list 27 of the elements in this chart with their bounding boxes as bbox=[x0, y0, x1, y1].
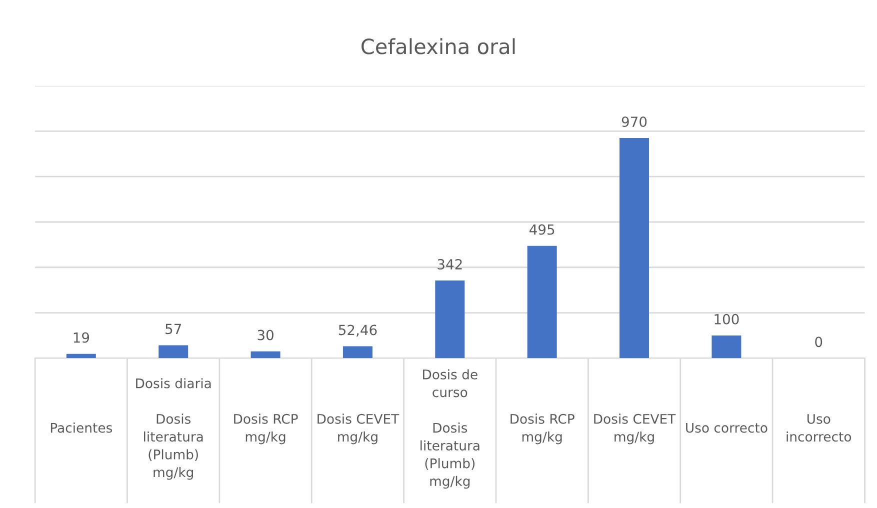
bar bbox=[66, 354, 96, 358]
x-tick-label: Pacientes bbox=[50, 422, 112, 433]
data-label: 52,46 bbox=[338, 324, 377, 337]
x-tick-label: Uso correcto bbox=[686, 422, 768, 433]
data-label: 57 bbox=[166, 324, 182, 334]
data-label: 30 bbox=[258, 330, 274, 340]
chart-title: Cefalexina oral bbox=[362, 38, 515, 54]
data-label: 495 bbox=[530, 224, 554, 235]
bar bbox=[712, 335, 742, 358]
data-label: 970 bbox=[622, 116, 647, 128]
x-tick-label: Dosis CEVET mg/kg bbox=[318, 414, 400, 444]
bar bbox=[158, 345, 188, 358]
category-label: Dosis de curso Dosis literatura (Plumb) mg/kg bbox=[420, 369, 480, 489]
x-tick-label: Dosis CEVET mg/kg bbox=[594, 414, 676, 444]
bar bbox=[527, 246, 557, 358]
x-tick-label: Dosis RCP mg/kg bbox=[234, 414, 298, 444]
bar bbox=[620, 138, 650, 358]
bar bbox=[250, 351, 280, 358]
x-tick-label: Uso incorrecto bbox=[786, 414, 852, 442]
data-label: 100 bbox=[714, 314, 739, 324]
data-label: 342 bbox=[438, 259, 462, 270]
data-label: 19 bbox=[74, 332, 90, 343]
data-label: 0 bbox=[815, 336, 822, 348]
x-tick-label: Dosis RCP mg/kg bbox=[510, 414, 574, 444]
bar bbox=[342, 346, 372, 358]
bar bbox=[435, 280, 465, 358]
category-label: Dosis diaria Dosis literatura (Plumb) mg/kg bbox=[136, 378, 211, 480]
